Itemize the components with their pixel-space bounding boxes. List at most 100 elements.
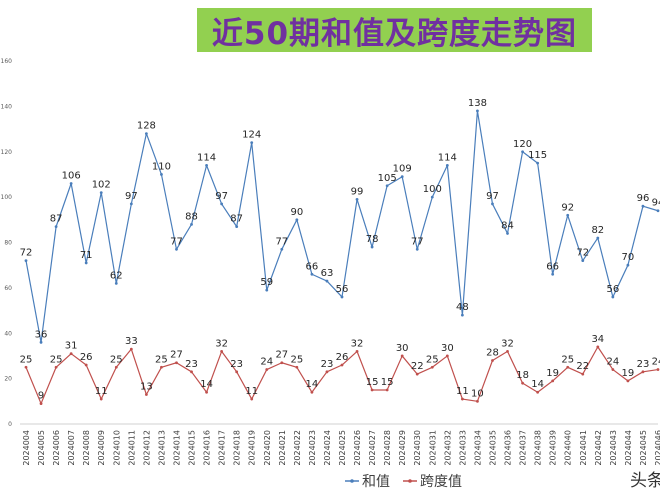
sum-series-data-label: 78 [366,234,379,245]
span-series-data-label: 24 [606,357,619,368]
span-series-data-label: 14 [531,379,544,390]
x-tick-label: 2024043 [609,430,618,466]
span-series-point [175,361,178,365]
span-series-point [536,390,540,394]
sum-series-point [506,232,509,235]
x-tick-label: 2024042 [594,430,603,466]
sum-series-point [220,202,224,206]
watermark-text: 头条 [630,471,660,491]
sum-series-data-label: 87 [50,214,63,225]
sum-series-point [24,259,28,263]
x-tick-label: 2024015 [188,430,197,466]
sum-series-point [491,202,494,206]
x-tick-label: 2024036 [504,430,513,466]
span-series-point [430,365,434,369]
x-tick-label: 2024004 [22,430,31,466]
x-tick-label: 2024012 [142,430,151,466]
span-series-data-label: 11 [95,386,108,397]
y-tick-label: 120 [1,149,13,156]
sum-series-point [415,247,419,251]
span-series-data-label: 27 [170,350,183,361]
span-series-data-label: 10 [471,388,484,399]
span-series-data-label: 25 [561,354,574,365]
y-tick-label: 80 [4,240,12,247]
chart-title-box: 近50期和值及跨度走势图 [197,8,592,52]
sum-series-data-label: 124 [242,130,261,141]
span-series-point [220,350,224,353]
sum-series-point [641,204,645,208]
span-series-point [114,365,118,369]
sum-series-point [521,150,524,154]
span-series-data-label: 19 [622,368,635,379]
span-series-point [596,345,600,349]
x-tick-label: 2024013 [157,430,166,466]
sum-series-line [25,110,659,343]
sum-series-point [656,209,660,213]
span-series-data-label: 33 [125,336,138,347]
sum-series-data-label: 62 [110,270,123,281]
x-tick-label: 2024039 [549,430,558,466]
sum-series-data-label: 114 [197,152,216,163]
sum-series-data-label: 77 [170,236,183,247]
sum-series-data-label: 97 [486,191,499,202]
y-tick-label: 20 [4,376,12,383]
span-series-data-label: 23 [230,359,243,370]
y-tick-label: 60 [4,285,12,292]
span-series-data-label: 32 [501,338,514,349]
span-series-point [611,368,615,371]
sum-series-point [476,109,479,113]
sum-series-point [385,184,389,188]
x-tick-label: 2024029 [398,430,407,466]
sum-series-point [99,191,103,194]
span-series-point [581,372,585,376]
span-series-data-label: 19 [546,368,559,379]
span-series-point [506,350,509,353]
sum-series-data-label: 138 [468,98,487,109]
span-series-data-label: 24 [652,357,660,368]
sum-series-point [84,261,88,265]
span-series-point [551,379,555,383]
y-tick-label: 0 [8,421,12,428]
span-series-point [385,388,389,392]
sum-series-data-label: 100 [423,184,442,195]
span-series-point [400,354,404,358]
span-series-data-label: 30 [396,343,409,354]
span-series-point [295,365,299,369]
sum-series-point [280,247,284,251]
sum-series-data-label: 88 [185,211,198,222]
sum-series-point [355,197,359,201]
x-tick-label: 2024028 [383,430,392,466]
sum-series-data-label: 96 [637,193,650,204]
span-series-data-label: 22 [576,361,589,372]
span-series-data-label: 9 [38,391,44,402]
span-series-point [355,350,359,353]
x-tick-label: 2024027 [368,430,377,466]
sum-series-data-label: 90 [290,207,303,218]
x-tick-label: 2024037 [519,430,528,466]
x-tick-label: 2024032 [443,430,452,466]
x-tick-label: 2024021 [278,430,287,466]
span-series-point [476,399,479,403]
span-series-data-label: 32 [351,338,364,349]
sum-series-point [460,313,464,317]
y-tick-label: 140 [1,103,13,110]
span-series-point [415,372,419,376]
x-tick-label: 2024026 [353,430,362,466]
x-tick-label: 2024031 [428,430,437,466]
sum-series-point [445,163,449,167]
x-tick-label: 2024005 [37,430,46,466]
sum-series-point [69,182,73,185]
x-tick-label: 2024017 [218,430,227,466]
legend-marker [350,479,354,483]
x-tick-label: 2024046 [654,430,660,466]
chart-title: 近50期和值及跨度走势图 [211,15,578,52]
span-series-point [129,347,133,351]
span-series-point [460,397,464,401]
sum-series-point [265,288,269,292]
x-tick-label: 2024034 [473,430,482,466]
x-tick-label: 2024033 [458,430,467,466]
span-series-point [190,370,193,374]
legend-label: 和值 [362,474,390,490]
span-series-point [445,354,449,358]
